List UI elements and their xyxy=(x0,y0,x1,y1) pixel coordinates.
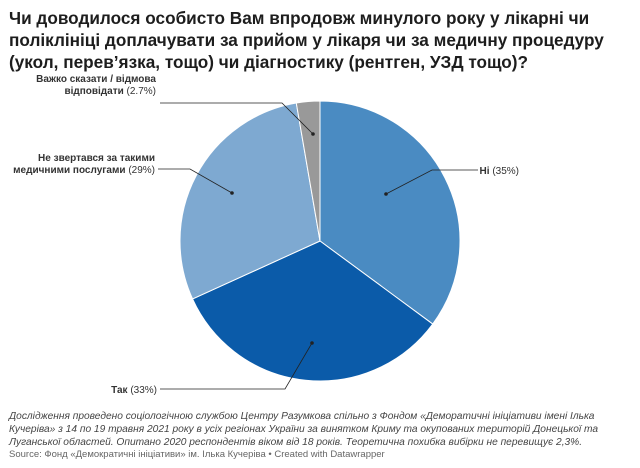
leader-line xyxy=(160,102,314,135)
slice-label: Важко сказати / відмова xyxy=(36,74,156,85)
chart-notes: Дослідження проведено соціологічною служ… xyxy=(9,411,599,448)
slice-label: медичними послугами (29%) xyxy=(13,165,155,176)
slice-label: Так (33%) xyxy=(111,385,157,396)
slice-label: Не звертався за такими xyxy=(38,153,155,164)
pie-slices xyxy=(179,100,461,382)
leader-line xyxy=(385,169,478,195)
chart-footer: Source: Фонд «Демократичні ініціативи» і… xyxy=(9,449,385,460)
leader-line xyxy=(160,342,313,390)
pie-slice xyxy=(179,102,321,300)
leader-lines xyxy=(158,102,478,390)
pie-slice xyxy=(191,240,434,382)
pie-slice xyxy=(295,100,321,242)
slice-label: Ні (35%) xyxy=(480,166,519,177)
slice-label: відповідати (2.7%) xyxy=(64,86,156,97)
pie-slice xyxy=(319,100,461,325)
chart-title: Чи доводилося особисто Вам впродовж мину… xyxy=(9,8,604,72)
slice-labels: Ні (35%) Так (33%) Не звертався за такимим… xyxy=(13,74,519,396)
leader-line xyxy=(158,168,233,194)
